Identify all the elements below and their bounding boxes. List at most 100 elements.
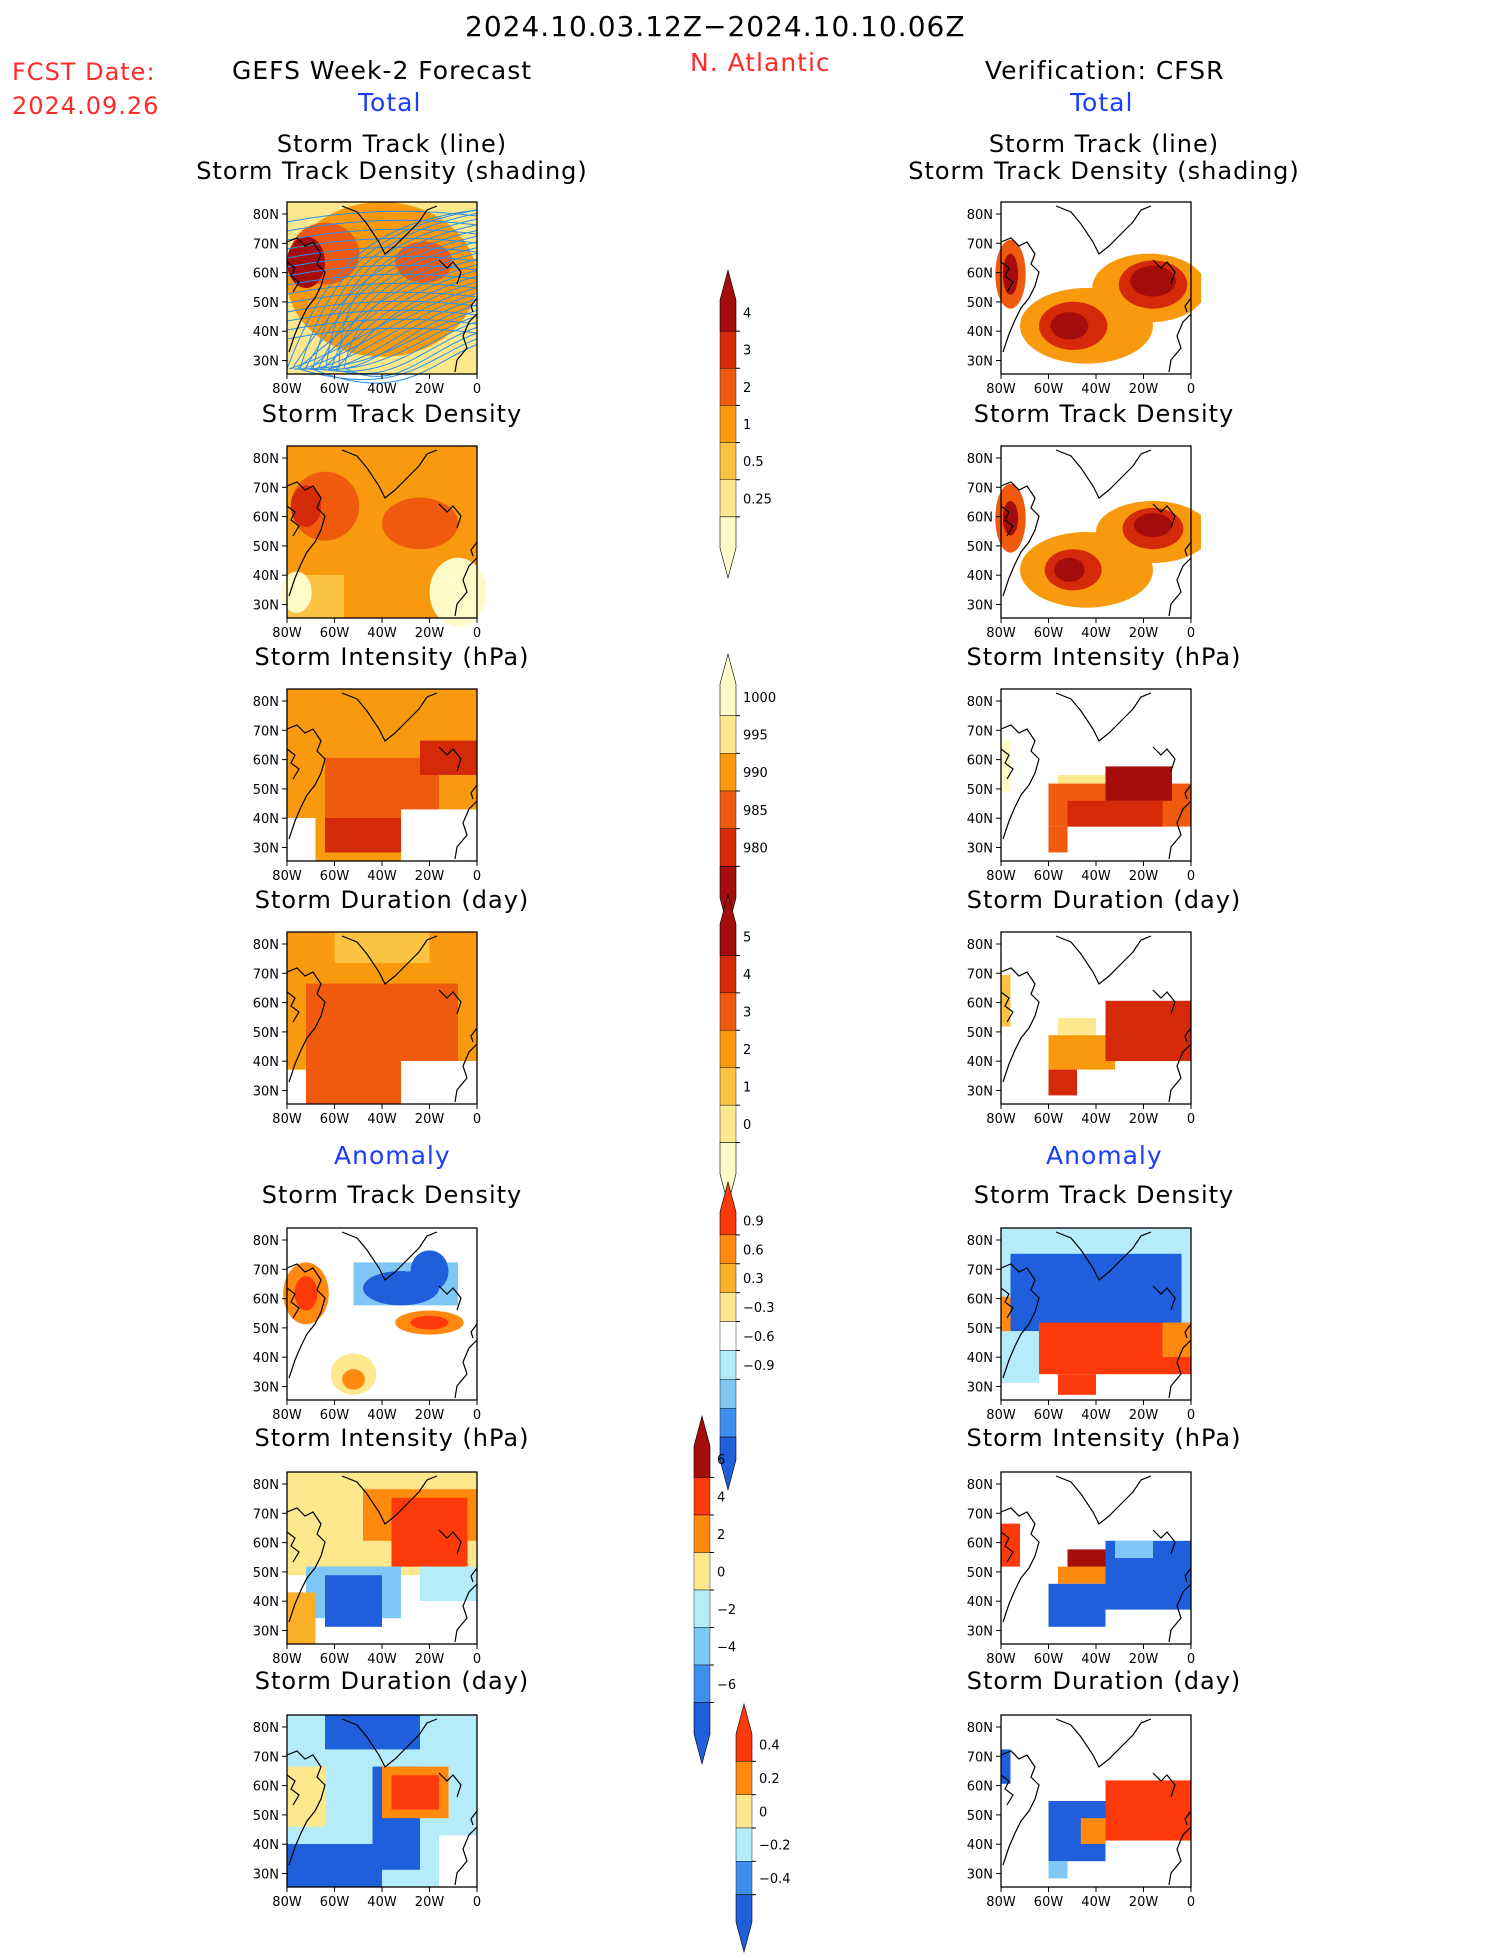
shade-cell xyxy=(1080,1818,1106,1844)
shade-cell xyxy=(1162,1322,1191,1357)
europe-africa-coast xyxy=(1168,1339,1192,1399)
lat-tick-label: 40N xyxy=(253,1838,279,1853)
track-line xyxy=(299,209,478,370)
lat-tick-label: 40N xyxy=(967,812,993,827)
lon-tick-label: 0 xyxy=(1187,1652,1195,1667)
iceland-coast xyxy=(438,259,462,285)
north-america-coast xyxy=(286,967,326,1083)
lat-tick-label: 50N xyxy=(967,1809,993,1824)
iberia-coast xyxy=(1184,1810,1192,1826)
lon-tick-label: 80W xyxy=(272,1408,302,1423)
shade-region xyxy=(1002,253,1019,295)
shade-cell xyxy=(1010,1253,1182,1332)
colorbar-segment xyxy=(719,1234,737,1264)
labrador-coast xyxy=(1000,505,1014,537)
colorbar-label: −4 xyxy=(717,1640,736,1655)
lon-tick-label: 60W xyxy=(320,1895,350,1910)
colorbar-segment xyxy=(735,1761,753,1795)
lat-tick-label: 70N xyxy=(253,1507,279,1522)
labrador-coast xyxy=(1000,261,1014,293)
iberia-coast xyxy=(1184,1323,1192,1339)
lon-tick-label: 0 xyxy=(473,869,481,884)
title-anom-density-left: Storm Track Density xyxy=(261,1181,523,1209)
lon-tick-label: 20W xyxy=(1129,1895,1159,1910)
europe-africa-coast xyxy=(454,557,478,617)
colorbar-segment xyxy=(693,1627,711,1666)
iberia-coast xyxy=(1184,784,1192,800)
map-anom-intensity-verif: 80N 70N 60N 50N 40N 30N 80W 60W 40W 20W 0 xyxy=(967,1471,1195,1667)
colorbar-segment xyxy=(735,1827,753,1862)
shade-cell xyxy=(1105,1000,1191,1061)
colorbar-segment xyxy=(735,1861,753,1895)
lon-tick-label: 40W xyxy=(1081,1652,1111,1667)
shade-cell xyxy=(401,809,477,861)
lat-tick-label: 60N xyxy=(253,1780,279,1795)
lat-tick-label: 60N xyxy=(253,1293,279,1308)
track-line xyxy=(286,291,478,304)
lat-tick-label: 80N xyxy=(253,208,279,223)
europe-africa-coast xyxy=(454,313,478,373)
colorbar-label: 1000 xyxy=(743,691,776,706)
lat-tick-label: 60N xyxy=(967,511,993,526)
lat-tick-label: 30N xyxy=(253,1085,279,1100)
shade-region xyxy=(382,497,458,550)
lat-tick-label: 30N xyxy=(967,1381,993,1396)
lon-tick-label: 20W xyxy=(1129,1652,1159,1667)
lon-tick-label: 20W xyxy=(415,1895,445,1910)
lat-tick-label: 50N xyxy=(253,540,279,555)
iceland-coast xyxy=(438,1529,462,1555)
title-intensity-left: Storm Intensity (hPa) xyxy=(254,643,530,671)
colorbar-segment xyxy=(719,1379,737,1409)
lat-tick-label: 40N xyxy=(253,1595,279,1610)
lat-tick-label: 50N xyxy=(967,540,993,555)
colorbar-arrow-top xyxy=(719,652,737,716)
lon-tick-label: 20W xyxy=(415,869,445,884)
shade-cell xyxy=(325,1715,420,1750)
lat-tick-label: 50N xyxy=(967,783,993,798)
lat-tick-label: 40N xyxy=(967,325,993,340)
colorbar-label: 0.3 xyxy=(743,1272,764,1287)
lon-tick-label: 20W xyxy=(415,1112,445,1127)
iceland-coast xyxy=(1152,1772,1176,1798)
colorbar-segment xyxy=(693,1552,711,1591)
track-line xyxy=(343,252,478,370)
track-line xyxy=(304,235,478,370)
shade-region xyxy=(294,1276,318,1311)
lat-tick-label: 40N xyxy=(967,1351,993,1366)
colorbar-label: 2 xyxy=(743,381,751,396)
lat-tick-label: 40N xyxy=(967,1055,993,1070)
lat-tick-label: 50N xyxy=(253,1809,279,1824)
track-line xyxy=(286,273,478,286)
lon-tick-label: 40W xyxy=(367,869,397,884)
lon-tick-label: 0 xyxy=(473,626,481,641)
greenland-coast xyxy=(341,1475,438,1525)
colorbar-segment xyxy=(719,753,737,792)
lat-tick-label: 60N xyxy=(253,754,279,769)
europe-africa-coast xyxy=(1168,1583,1192,1643)
lon-tick-label: 40W xyxy=(1081,869,1111,884)
lat-tick-label: 70N xyxy=(253,237,279,252)
labrador-coast xyxy=(286,505,300,537)
shade-cell xyxy=(391,1497,468,1567)
iceland-coast xyxy=(438,1285,462,1311)
europe-africa-coast xyxy=(454,1826,478,1886)
track-line xyxy=(286,219,478,232)
lat-tick-label: 40N xyxy=(253,812,279,827)
labrador-coast xyxy=(286,748,300,780)
europe-africa-coast xyxy=(1168,313,1192,373)
lon-tick-label: 0 xyxy=(473,1652,481,1667)
lat-tick-label: 50N xyxy=(253,296,279,311)
title-duration-left: Storm Duration (day) xyxy=(254,886,530,914)
colorbar-segment xyxy=(719,442,737,480)
lat-tick-label: 80N xyxy=(967,1721,993,1736)
title-anom-duration-left: Storm Duration (day) xyxy=(254,1667,530,1695)
colorbar-label: −6 xyxy=(717,1678,736,1693)
shade-cell xyxy=(1048,1035,1115,1070)
labrador-coast xyxy=(1000,1531,1014,1563)
colorbar-label: −0.3 xyxy=(743,1301,775,1316)
title-density-left: Storm Track Density xyxy=(261,400,523,428)
iceland-coast xyxy=(438,1772,462,1798)
greenland-coast xyxy=(1055,449,1152,499)
title-duration-right: Storm Duration (day) xyxy=(966,886,1242,914)
lon-tick-label: 0 xyxy=(1187,626,1195,641)
